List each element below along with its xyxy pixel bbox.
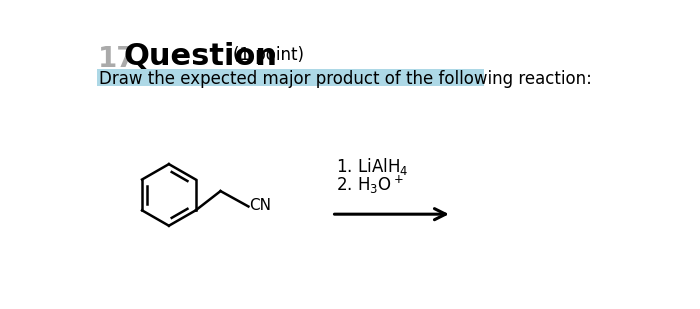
- Text: Question: Question: [123, 42, 277, 71]
- Text: 1. LiAlH$_4$: 1. LiAlH$_4$: [335, 156, 408, 177]
- Text: (1 point): (1 point): [233, 46, 304, 64]
- Text: Draw the expected major product of the following reaction:: Draw the expected major product of the f…: [99, 70, 592, 88]
- FancyBboxPatch shape: [97, 70, 484, 86]
- Text: CN: CN: [249, 198, 271, 213]
- Text: 17: 17: [98, 45, 137, 73]
- Text: 2. H$_3$O$^+$: 2. H$_3$O$^+$: [335, 173, 403, 196]
